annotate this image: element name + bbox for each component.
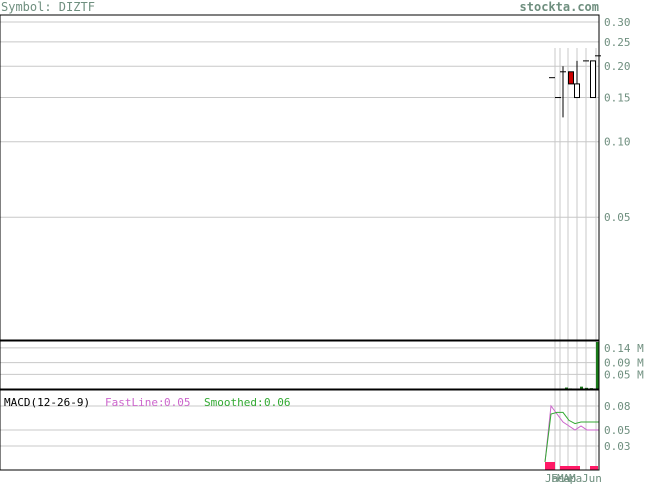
price-tick-label: 0.15 bbox=[604, 92, 631, 105]
candle-body bbox=[568, 71, 574, 85]
candle-body bbox=[574, 83, 580, 99]
x-tick-label: Ja bbox=[545, 472, 558, 485]
fastline-series bbox=[544, 404, 599, 463]
macd-histogram-bar bbox=[545, 462, 555, 470]
volume-tick-label: 0.14 M bbox=[604, 342, 644, 355]
price-tick-label: 0.10 bbox=[604, 136, 631, 149]
price-tick-label: 0.20 bbox=[604, 60, 631, 73]
volume-panel-frame bbox=[0, 340, 600, 390]
macd-axis: 0.08 0.05 0.03 bbox=[604, 400, 631, 453]
x-tick-label: Jun bbox=[582, 472, 602, 485]
volume-axis: 0.14 M 0.09 M0.05 M bbox=[604, 342, 644, 381]
smoothed-label: Smoothed: bbox=[204, 396, 264, 409]
price-tick-label: 0.25 bbox=[604, 36, 631, 49]
macd-indicator-label: MACD(12-26-9) bbox=[4, 396, 90, 409]
macd-histogram-bar bbox=[565, 466, 570, 470]
macd-histogram-bar bbox=[570, 466, 575, 470]
macd-tick-label: 0.08 bbox=[604, 400, 631, 413]
volume-bar bbox=[565, 387, 568, 389]
macd-tick-label: 0.05 bbox=[604, 424, 631, 437]
volume-bar bbox=[596, 342, 599, 389]
price-grid bbox=[0, 21, 599, 340]
x-tick-label: Fe bbox=[551, 472, 564, 485]
volume-grid bbox=[0, 341, 599, 389]
x-tick-label: Ap bbox=[563, 472, 576, 485]
macd-histogram-bar bbox=[560, 466, 565, 470]
x-tick-label: Ma bbox=[569, 472, 582, 485]
macd-grid bbox=[0, 390, 599, 470]
fastline-label: FastLine: bbox=[105, 396, 165, 409]
price-panel-frame bbox=[0, 14, 600, 341]
price-axis: 0.30 0.25 0.20 0.15 0.10 0.05 bbox=[604, 16, 631, 224]
macd-histogram-bar bbox=[590, 466, 598, 470]
volume-bars bbox=[550, 342, 599, 390]
smoothed-value: 0.06 bbox=[264, 396, 291, 409]
candles bbox=[549, 55, 601, 118]
volume-bar bbox=[580, 386, 583, 389]
smoothed-series bbox=[544, 411, 599, 463]
volume-tick-label: 0.09 M bbox=[604, 357, 644, 370]
macd-tick-label: 0.03 bbox=[604, 440, 631, 453]
macd-histogram bbox=[545, 462, 598, 470]
price-tick-label: 0.05 bbox=[604, 211, 631, 224]
fastline-value: 0.05 bbox=[164, 396, 191, 409]
x-tick-label: Ma bbox=[557, 472, 570, 485]
volume-bar bbox=[585, 387, 588, 389]
symbol-label: Symbol: DIZTF bbox=[1, 0, 95, 14]
site-name[interactable]: stockta.com bbox=[519, 0, 599, 14]
macd-histogram-bar bbox=[575, 466, 580, 470]
macd-lines bbox=[544, 404, 599, 463]
candle-body bbox=[590, 60, 596, 99]
macd-panel-frame bbox=[0, 389, 600, 471]
volume-tick-label: 0.05 M bbox=[604, 368, 644, 381]
price-tick-label: 0.30 bbox=[604, 16, 631, 29]
